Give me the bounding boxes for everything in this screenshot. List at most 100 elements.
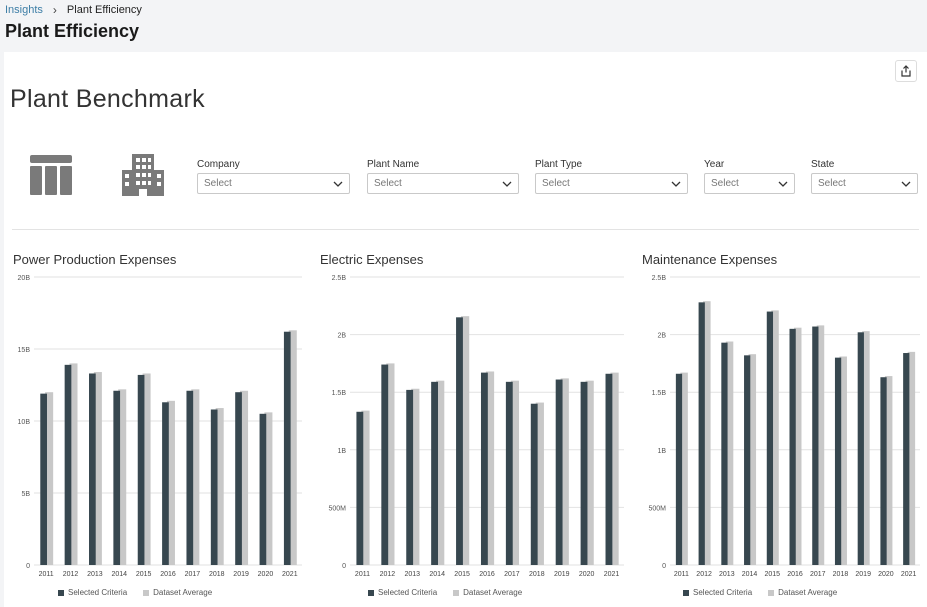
bar-selected-criteria[interactable] [605, 373, 613, 565]
bar-dataset-average[interactable] [535, 402, 544, 565]
bar-selected-criteria[interactable] [857, 332, 864, 565]
bar-dataset-average[interactable] [69, 363, 78, 565]
bar-dataset-average[interactable] [725, 341, 734, 565]
bar-selected-criteria[interactable] [381, 364, 389, 565]
x-tick-label: 2017 [810, 571, 826, 578]
bar-dataset-average[interactable] [485, 371, 495, 565]
bar-selected-criteria[interactable] [698, 302, 705, 565]
x-tick-label: 2021 [901, 571, 917, 578]
bar-dataset-average[interactable] [264, 412, 273, 565]
bar-selected-criteria[interactable] [480, 372, 488, 565]
legend-item: Selected Criteria [368, 588, 437, 597]
bar-dataset-average[interactable] [288, 330, 297, 565]
bar-dataset-average[interactable] [411, 388, 420, 565]
bar-dataset-average[interactable] [386, 363, 395, 565]
y-tick-label: 1.5B [652, 390, 667, 397]
bar-selected-criteria[interactable] [812, 326, 819, 565]
bar-selected-criteria[interactable] [137, 374, 145, 565]
x-tick-label: 2020 [878, 571, 894, 578]
bar-selected-criteria[interactable] [789, 328, 796, 565]
bar-selected-criteria[interactable] [721, 342, 728, 565]
bar-dataset-average[interactable] [510, 380, 520, 565]
bar-dataset-average[interactable] [907, 351, 916, 565]
bar-selected-criteria[interactable] [186, 390, 194, 565]
card-title: Plant Benchmark [10, 85, 205, 113]
y-tick-label: 2B [657, 333, 666, 340]
legend-swatch [768, 589, 775, 596]
bar-dataset-average[interactable] [166, 400, 175, 565]
bar-dataset-average[interactable] [142, 373, 151, 565]
table-view-button[interactable] [30, 155, 72, 200]
bar-selected-criteria[interactable] [766, 311, 774, 565]
y-tick-label: 1.5B [332, 390, 347, 397]
bar-selected-criteria[interactable] [834, 357, 842, 565]
bar-dataset-average[interactable] [862, 331, 870, 565]
bar-dataset-average[interactable] [585, 380, 594, 565]
bar-selected-criteria[interactable] [406, 389, 414, 565]
bar-dataset-average[interactable] [884, 376, 893, 565]
bar-dataset-average[interactable] [436, 380, 445, 565]
bar-selected-criteria[interactable] [505, 381, 513, 565]
bar-selected-criteria[interactable] [880, 377, 887, 565]
company-select[interactable]: Select [197, 173, 350, 194]
x-tick-label: 2021 [282, 571, 298, 578]
chart-title-maintenance: Maintenance Expenses [642, 252, 778, 267]
bar-selected-criteria[interactable] [283, 331, 291, 565]
building-view-button[interactable] [122, 154, 164, 201]
breadcrumb-link-insights[interactable]: Insights [5, 4, 43, 16]
bar-dataset-average[interactable] [703, 301, 711, 565]
bar-selected-criteria[interactable] [431, 381, 439, 565]
bar-dataset-average[interactable] [191, 389, 200, 565]
bar-selected-criteria[interactable] [903, 353, 910, 565]
x-tick-label: 2014 [111, 571, 127, 578]
bar-dataset-average[interactable] [794, 327, 802, 565]
bar-dataset-average[interactable] [560, 378, 569, 565]
bar-selected-criteria[interactable] [530, 403, 538, 565]
x-tick-label: 2021 [604, 571, 620, 578]
bar-selected-criteria[interactable] [675, 373, 683, 565]
plant-type-select[interactable]: Select [535, 173, 688, 194]
bar-dataset-average[interactable] [361, 410, 370, 565]
bar-selected-criteria[interactable] [744, 355, 751, 565]
filter-label-plant-name: Plant Name [367, 159, 420, 170]
bar-dataset-average[interactable] [816, 325, 825, 565]
bar-dataset-average[interactable] [240, 390, 249, 565]
state-select[interactable]: Select [811, 173, 918, 194]
bar-dataset-average[interactable] [118, 389, 127, 565]
bar-selected-criteria[interactable] [210, 409, 218, 565]
bar-dataset-average[interactable] [610, 372, 619, 565]
bar-dataset-average[interactable] [215, 408, 224, 565]
bar-selected-criteria[interactable] [235, 392, 242, 565]
chart-legend: Selected Criteria Dataset Average [58, 588, 212, 597]
bar-selected-criteria[interactable] [113, 390, 121, 565]
bar-selected-criteria[interactable] [162, 402, 169, 565]
bar-selected-criteria[interactable] [356, 411, 364, 565]
plant-name-select[interactable]: Select [367, 173, 519, 194]
bar-selected-criteria[interactable] [580, 381, 588, 565]
bar-selected-criteria[interactable] [555, 379, 563, 565]
chart-legend: Selected Criteria Dataset Average [368, 588, 522, 597]
y-tick-label: 1B [337, 448, 346, 455]
bar-selected-criteria[interactable] [89, 373, 96, 565]
y-tick-label: 1B [657, 448, 666, 455]
x-tick-label: 2017 [504, 571, 520, 578]
chevron-down-icon [901, 181, 911, 187]
bar-dataset-average[interactable] [460, 316, 470, 565]
bar-dataset-average[interactable] [748, 354, 757, 565]
breadcrumb-separator-icon: › [52, 3, 57, 17]
bar-dataset-average[interactable] [771, 310, 779, 565]
y-tick-label: 15B [18, 347, 31, 354]
share-button[interactable] [895, 60, 917, 82]
bar-dataset-average[interactable] [93, 372, 102, 565]
year-select[interactable]: Select [704, 173, 795, 194]
bar-selected-criteria[interactable] [259, 413, 267, 565]
bar-selected-criteria[interactable] [64, 364, 72, 565]
plant-type-select-value: Select [542, 178, 570, 189]
y-tick-label: 0 [342, 563, 346, 570]
bar-dataset-average[interactable] [839, 356, 847, 565]
x-tick-label: 2016 [479, 571, 495, 578]
bar-selected-criteria[interactable] [456, 317, 463, 565]
bar-dataset-average[interactable] [45, 392, 54, 565]
bar-dataset-average[interactable] [680, 372, 688, 565]
bar-selected-criteria[interactable] [40, 393, 47, 565]
